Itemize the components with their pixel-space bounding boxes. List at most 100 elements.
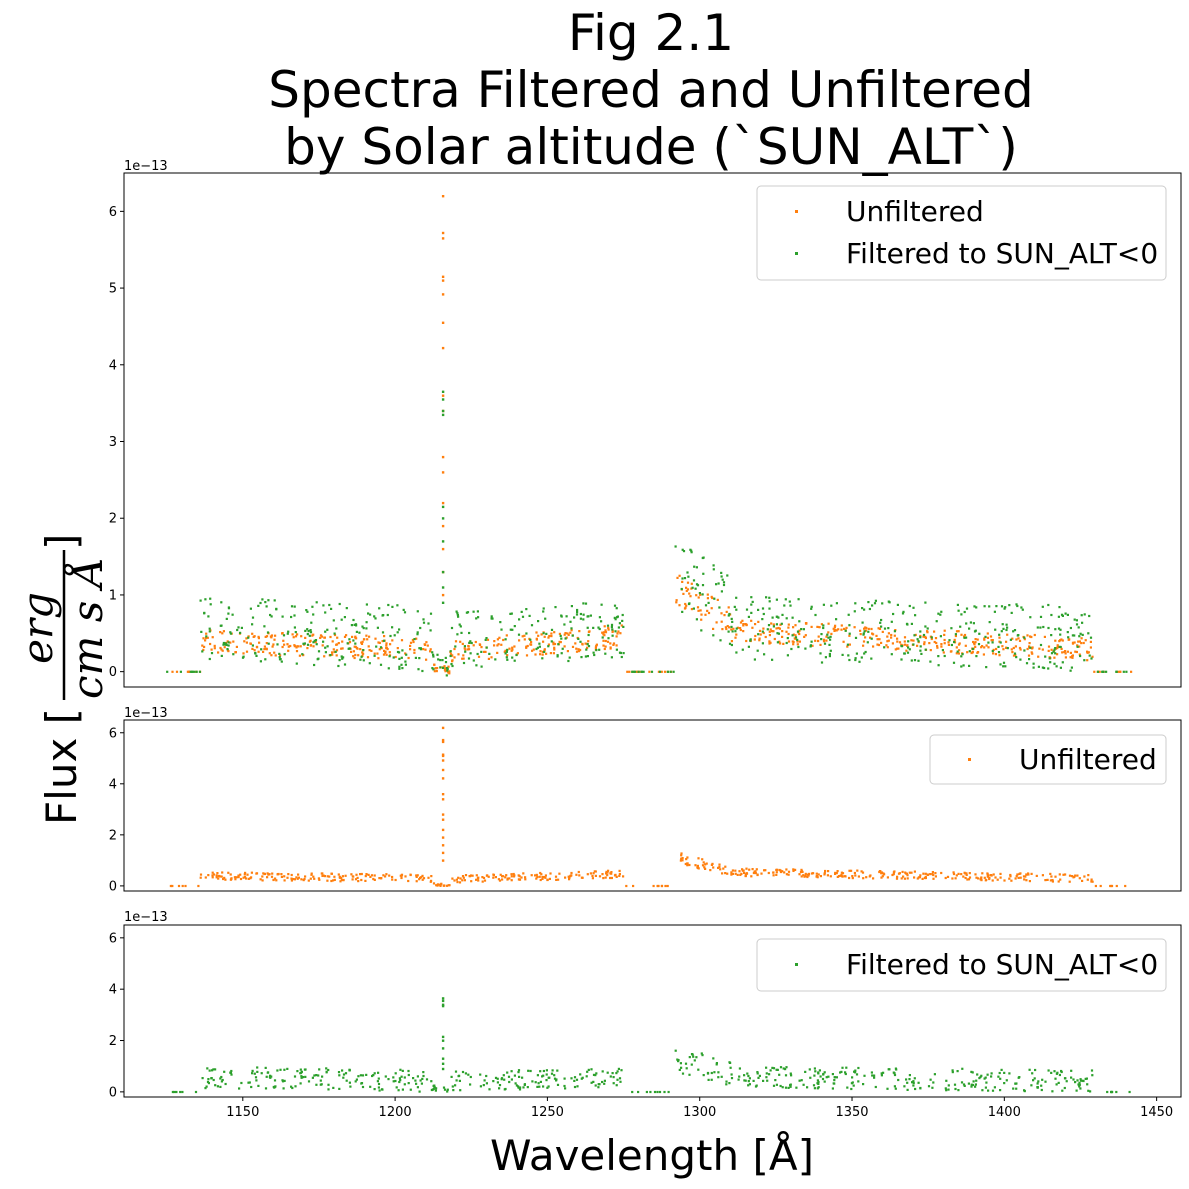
- data-point: [959, 625, 962, 628]
- data-point: [373, 874, 376, 877]
- y-axis-label-denominator: cm s Å: [62, 557, 112, 699]
- data-point: [975, 1079, 978, 1082]
- data-point: [1061, 651, 1064, 654]
- data-point: [335, 654, 338, 657]
- data-point: [319, 1083, 322, 1086]
- data-point: [710, 1078, 713, 1081]
- data-point: [964, 644, 967, 647]
- data-point: [1063, 1077, 1067, 1080]
- data-point: [576, 611, 579, 614]
- data-point: [211, 1069, 214, 1072]
- data-point: [781, 613, 784, 616]
- data-point: [222, 641, 225, 645]
- data-point: [883, 627, 887, 630]
- data-point: [997, 651, 1001, 654]
- data-point: [872, 877, 875, 880]
- data-point: [1050, 634, 1053, 637]
- data-point: [258, 641, 261, 644]
- data-point: [1000, 1068, 1003, 1071]
- data-point-spike: [441, 505, 445, 509]
- data-point: [541, 653, 544, 656]
- data-point: [892, 612, 895, 616]
- data-point: [439, 659, 442, 662]
- data-point: [575, 1078, 579, 1081]
- data-point: [227, 871, 230, 874]
- data-point: [279, 654, 282, 657]
- data-point: [886, 876, 889, 879]
- data-point: [768, 600, 771, 603]
- data-point: [955, 652, 958, 655]
- data-point: [887, 627, 890, 630]
- data-point: [256, 1066, 259, 1069]
- data-point: [299, 645, 302, 648]
- data-point: [518, 1088, 522, 1091]
- data-point: [825, 639, 828, 642]
- data-point: [689, 595, 692, 598]
- data-point: [697, 866, 700, 869]
- data-point: [481, 880, 484, 883]
- data-point: [1065, 1080, 1068, 1083]
- data-point: [957, 643, 961, 646]
- data-point: [1083, 659, 1086, 662]
- data-point: [341, 640, 344, 643]
- data-point: [987, 641, 990, 644]
- data-point: [373, 878, 376, 881]
- data-point: [1028, 658, 1031, 661]
- data-point: [497, 878, 500, 881]
- data-point: [546, 1086, 549, 1089]
- data-point: [324, 630, 327, 633]
- data-point: [443, 668, 446, 671]
- data-point: [731, 620, 734, 623]
- data-point: [859, 633, 862, 636]
- data-point: [352, 655, 355, 658]
- data-point: [306, 628, 309, 631]
- data-point: [984, 1086, 987, 1089]
- data-point: [832, 1082, 835, 1085]
- data-point: [413, 638, 416, 641]
- data-point: [610, 623, 614, 626]
- data-point: [706, 597, 709, 600]
- data-point: [517, 633, 521, 636]
- data-point: [543, 648, 546, 651]
- data-point: [531, 649, 534, 652]
- data-point: [461, 875, 465, 878]
- data-point: [812, 872, 815, 875]
- data-point: [502, 1074, 505, 1077]
- data-point: [935, 620, 938, 623]
- data-point: [600, 603, 603, 606]
- data-point: [312, 645, 315, 648]
- data-point: [609, 872, 612, 875]
- data-point: [611, 634, 614, 637]
- data-point: [580, 656, 583, 659]
- data-point: [570, 871, 573, 875]
- data-point: [202, 637, 205, 640]
- data-point: [299, 1082, 302, 1085]
- data-point: [252, 635, 255, 638]
- data-point: [974, 638, 977, 641]
- data-point: [1018, 639, 1022, 642]
- data-point: [702, 572, 705, 575]
- data-point: [966, 878, 969, 881]
- data-point: [737, 1078, 740, 1081]
- data-point: [268, 652, 271, 655]
- data-point: [844, 629, 847, 632]
- data-point: [901, 612, 905, 615]
- data-point-spike: [441, 1047, 445, 1050]
- data-point: [270, 636, 273, 639]
- data-point: [166, 670, 169, 673]
- data-point: [557, 878, 560, 881]
- data-point: [960, 873, 963, 876]
- data-point: [450, 1075, 453, 1078]
- data-point: [761, 642, 764, 645]
- data-point: [539, 1080, 542, 1083]
- data-point: [762, 612, 765, 616]
- data-point: [570, 874, 573, 877]
- data-point: [247, 877, 250, 880]
- data-point: [764, 635, 767, 639]
- x-tick-label: 1150: [226, 1105, 259, 1120]
- data-point: [701, 864, 705, 867]
- data-point: [194, 1090, 198, 1094]
- data-point: [940, 871, 943, 875]
- data-point: [223, 646, 226, 649]
- data-point: [622, 875, 625, 878]
